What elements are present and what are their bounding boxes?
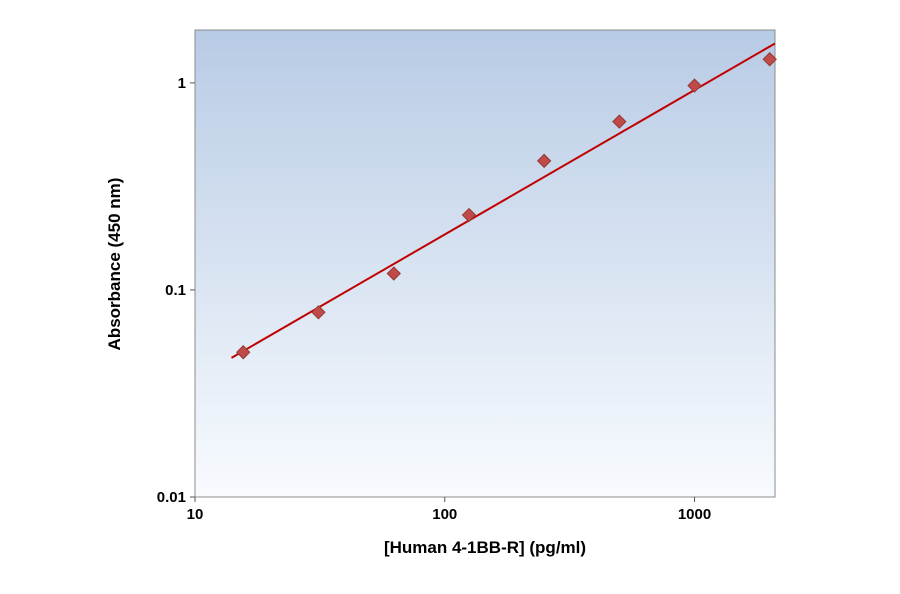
data-point xyxy=(612,114,627,129)
data-point xyxy=(536,153,552,169)
x-axis-label: [Human 4-1BB-R] (pg/ml) xyxy=(383,538,587,557)
trend-line xyxy=(230,42,776,359)
x-tick-label: 1000 xyxy=(678,506,711,523)
data-point xyxy=(236,345,251,360)
data-point xyxy=(386,266,401,281)
x-tick-label: 100 xyxy=(432,506,457,523)
data-point xyxy=(762,52,777,67)
y-tick-label: 0.01 xyxy=(157,489,186,506)
data-point xyxy=(461,207,477,223)
data-point xyxy=(311,305,326,320)
x-tick-label: 10 xyxy=(187,506,204,523)
y-tick-label: 0.1 xyxy=(165,282,186,299)
y-tick-label: 1 xyxy=(178,75,186,92)
plot-area xyxy=(194,29,776,498)
data-point xyxy=(687,78,702,93)
y-axis-label: Absorbance (450 nm) xyxy=(105,177,124,351)
